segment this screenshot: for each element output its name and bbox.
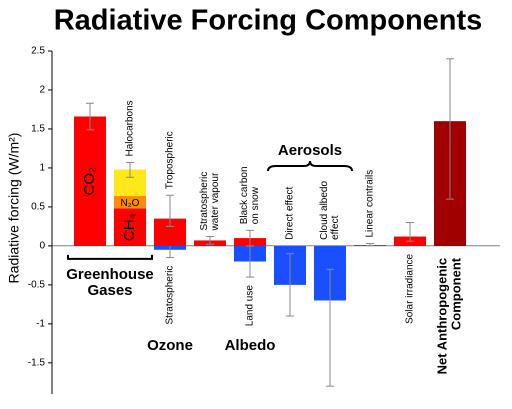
group-label: Ozone xyxy=(147,337,193,354)
chart-title: Radiative Forcing Components xyxy=(54,5,483,37)
bar-label: Cloud albedo xyxy=(319,181,330,240)
error-bar xyxy=(406,222,414,242)
bar-label: N₂O xyxy=(121,198,140,209)
bar-label: Black carbon xyxy=(239,166,250,224)
bar-label: CH₄ xyxy=(121,213,138,241)
bar-label: water vapour xyxy=(210,172,221,231)
bar-label: Land use xyxy=(245,285,256,327)
bar-label: on snow xyxy=(250,186,261,224)
y-tick-label: 1.5 xyxy=(31,124,45,135)
bar-label: Linear contrails xyxy=(365,170,376,238)
y-tick-label: 0.5 xyxy=(31,202,45,213)
error-bar xyxy=(86,102,94,131)
group-label: Aerosols xyxy=(278,142,342,159)
error-bar xyxy=(326,268,334,387)
error-bar xyxy=(366,243,374,247)
group-label: Gases xyxy=(87,282,132,299)
bar-label: Component xyxy=(448,257,463,330)
error-bar xyxy=(206,236,214,245)
error-bar xyxy=(446,58,454,200)
bar-label: Direct effect xyxy=(285,186,296,239)
group-label: Albedo xyxy=(225,337,276,354)
y-axis-label: Radiative forcing (W/m²) xyxy=(6,133,22,284)
bar-label: Stratospheric xyxy=(199,172,210,231)
error-bar xyxy=(166,194,174,227)
group-brace xyxy=(267,160,353,172)
y-tick-label: 2.5 xyxy=(31,46,45,57)
bar-label: Halocarbons xyxy=(125,100,136,156)
bar-label: Solar irradiance xyxy=(405,253,416,323)
error-bar xyxy=(126,161,134,178)
y-tick-label: -1.5 xyxy=(28,357,46,368)
group-label: Greenhouse xyxy=(66,266,154,283)
bar-label: effect xyxy=(330,215,341,239)
bar xyxy=(114,208,146,246)
error-bar xyxy=(286,253,294,317)
error-bar xyxy=(246,229,254,247)
bar-label: Stratospheric xyxy=(165,266,176,325)
bar xyxy=(114,195,146,209)
group-bracket xyxy=(67,254,153,260)
bar xyxy=(74,116,106,246)
y-tick-label: -0.5 xyxy=(28,280,46,291)
y-tick-label: -1 xyxy=(36,318,45,329)
bar-label: Net Anthropogenic xyxy=(434,258,449,375)
bar-label: Tropospheric xyxy=(165,131,176,189)
y-tick-label: 1 xyxy=(39,163,45,174)
y-tick-label: 2 xyxy=(39,85,45,96)
y-tick-label: 0 xyxy=(39,241,45,252)
bar-label: CO₂ xyxy=(81,167,98,196)
